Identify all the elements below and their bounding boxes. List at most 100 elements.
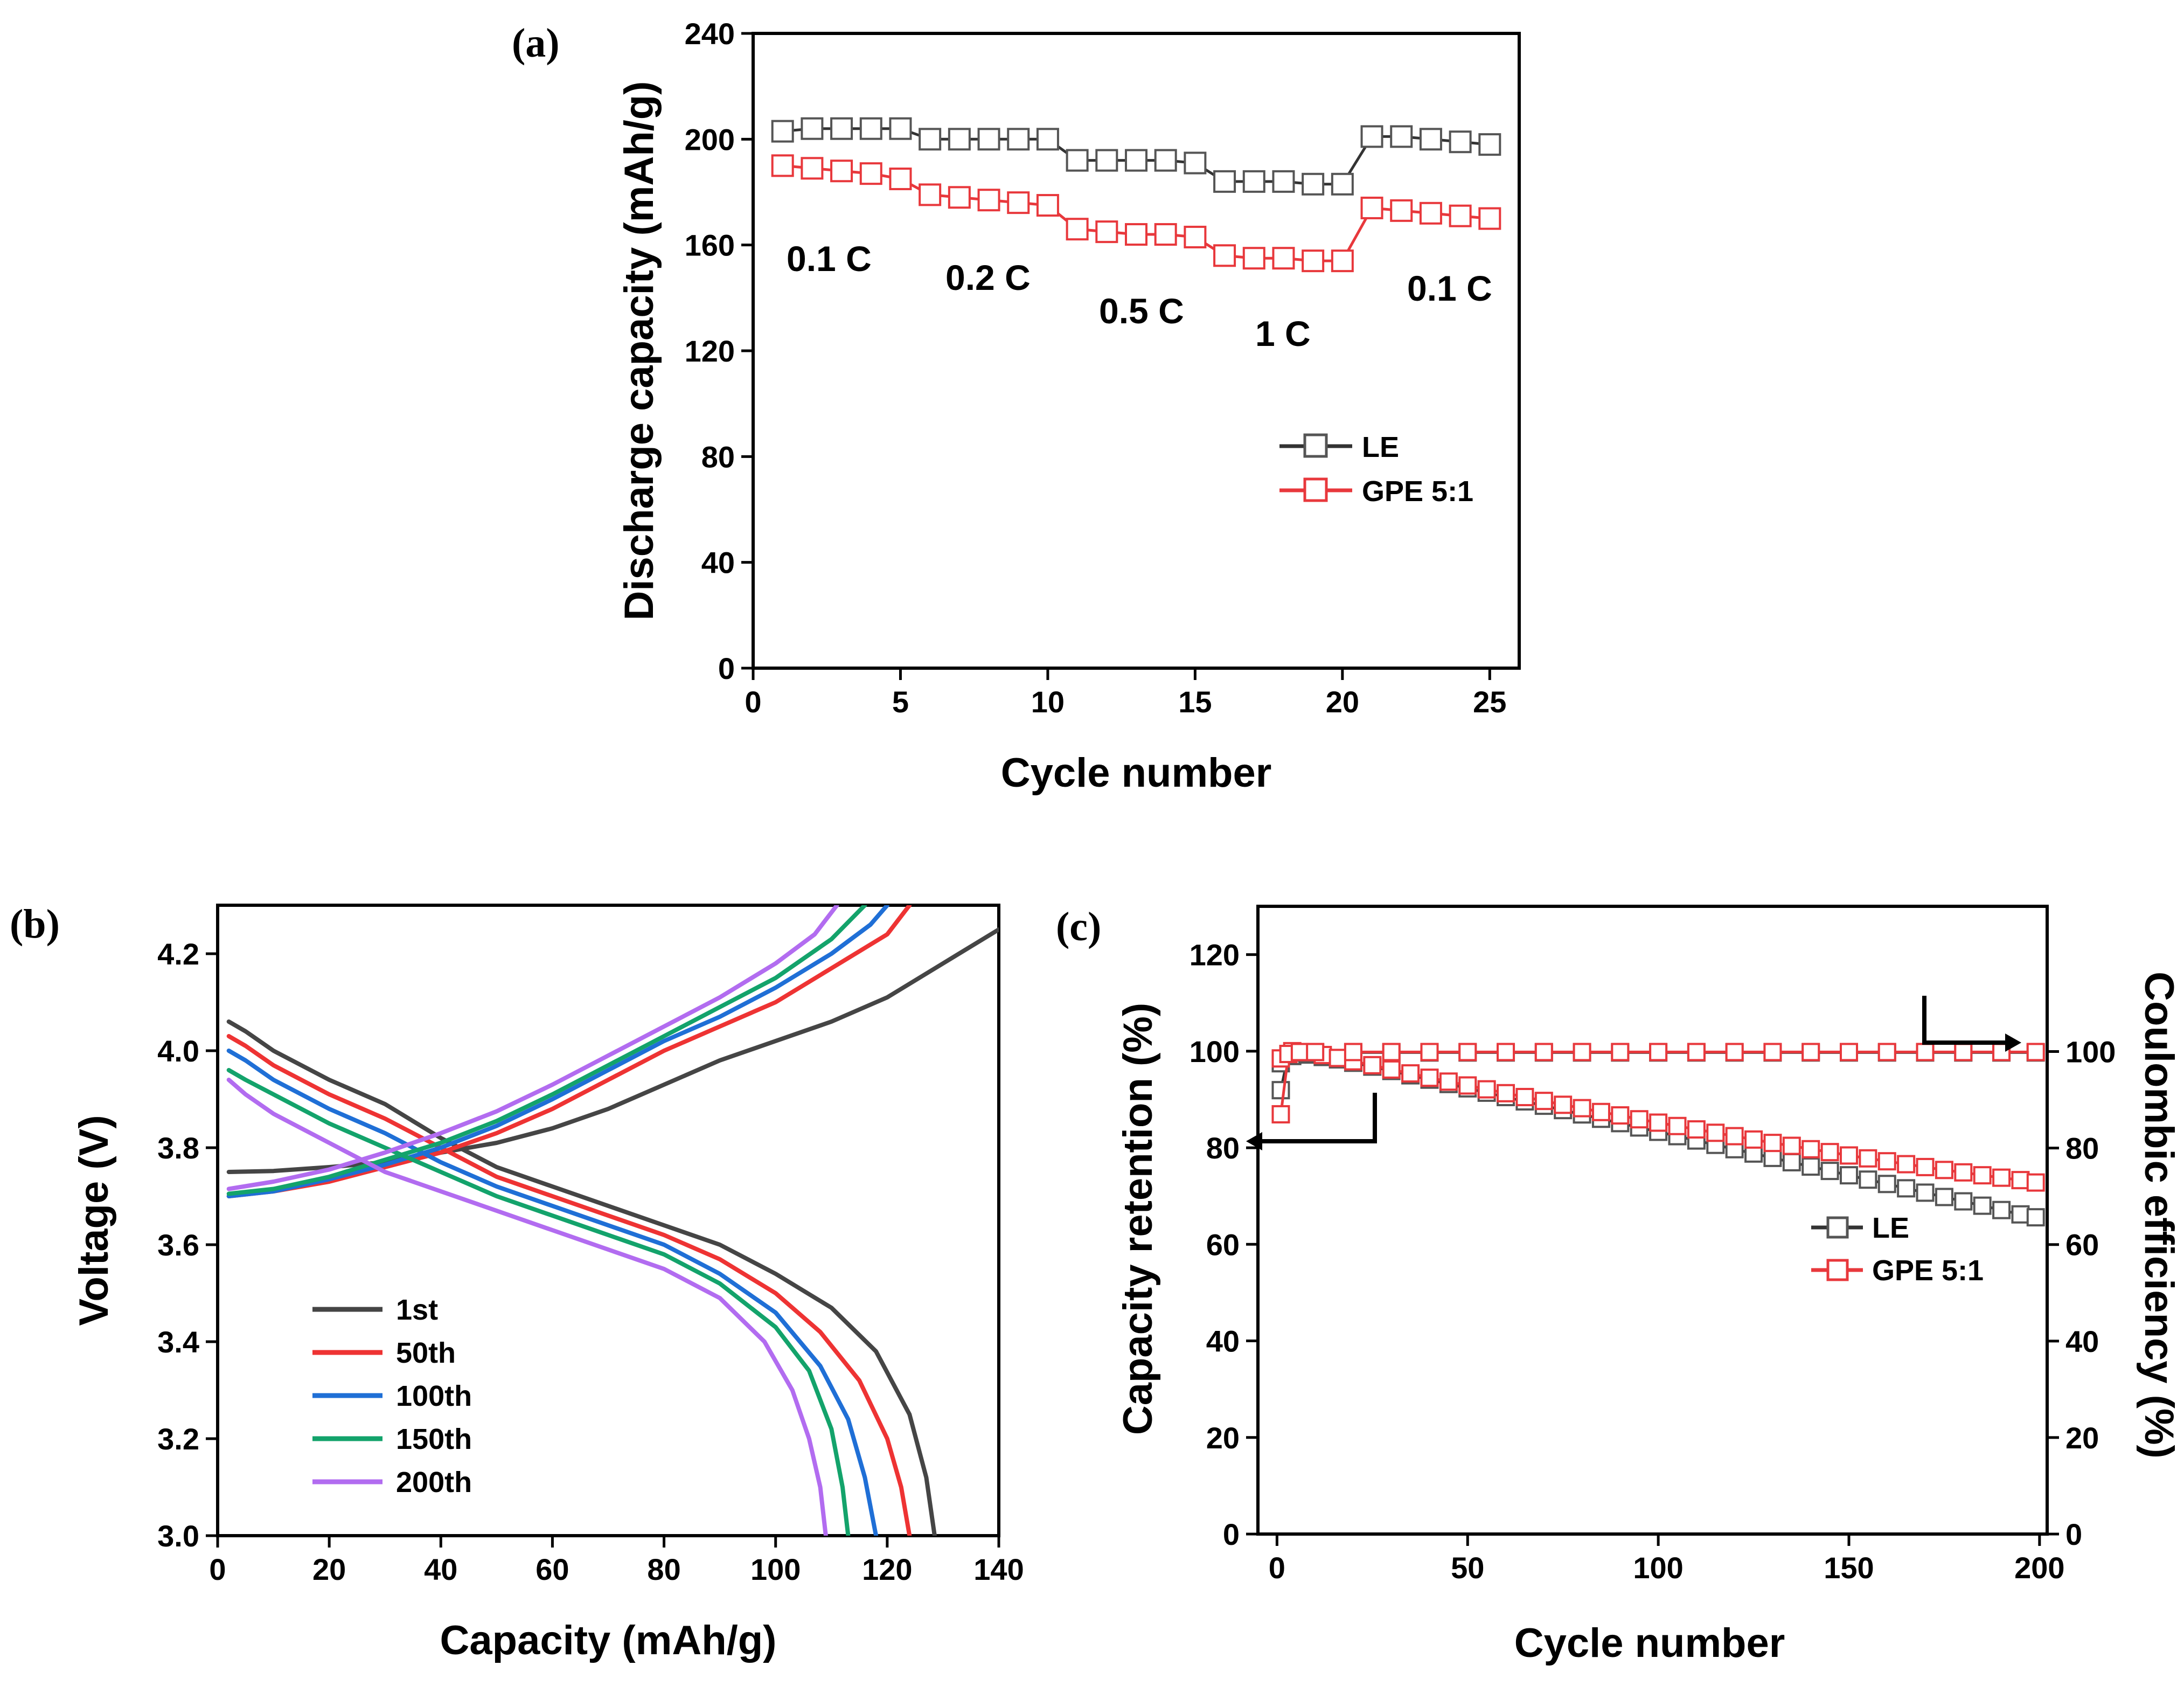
data-point-gpe-a bbox=[889, 167, 912, 190]
y2-tick-label: 100 bbox=[2065, 1035, 2116, 1069]
x-tick-label: 20 bbox=[312, 1552, 346, 1586]
retention-point-gpe bbox=[1477, 1080, 1496, 1099]
coulombic-point-le bbox=[1271, 1081, 1290, 1100]
retention-point-le bbox=[1935, 1188, 1953, 1206]
series-line-gpe-a bbox=[782, 164, 1490, 262]
legend-label-le-a: LE bbox=[1362, 431, 1399, 463]
data-point-le-a bbox=[1419, 128, 1442, 151]
retention-point-gpe bbox=[1763, 1134, 1782, 1153]
coulombic-point-gpe bbox=[1763, 1043, 1782, 1061]
panel-label-c: (c) bbox=[1056, 904, 1101, 949]
retention-point-gpe bbox=[1534, 1092, 1553, 1111]
legend-label-200th: 200th bbox=[396, 1466, 472, 1498]
coulombic-point-gpe bbox=[1534, 1043, 1553, 1061]
coulombic-point-gpe bbox=[1458, 1043, 1477, 1061]
x-axis-label-a: Cycle number bbox=[1001, 750, 1272, 796]
data-point-le-a bbox=[1066, 149, 1089, 172]
retention-point-le bbox=[1859, 1170, 1877, 1189]
coulombic-point-gpe bbox=[1344, 1043, 1362, 1061]
arrow-left-head bbox=[1246, 1132, 1262, 1150]
coulombic-point-gpe bbox=[1725, 1043, 1744, 1061]
retention-point-le bbox=[1839, 1166, 1858, 1185]
x-tick-label: 120 bbox=[862, 1552, 912, 1586]
retention-point-gpe bbox=[1329, 1049, 1347, 1067]
y-tick-label: 80 bbox=[1206, 1131, 1240, 1165]
x-tick-label: 50 bbox=[1451, 1551, 1484, 1585]
coulombic-point-gpe bbox=[1573, 1043, 1591, 1061]
legend-a: LE GPE 5:1 bbox=[1279, 431, 1473, 508]
data-point-le-a bbox=[1331, 172, 1354, 196]
data-point-le-a bbox=[801, 117, 824, 140]
coulombic-point-gpe bbox=[1649, 1043, 1668, 1061]
retention-point-gpe bbox=[1497, 1084, 1515, 1102]
retention-point-le bbox=[1763, 1148, 1782, 1167]
data-point-le-a bbox=[919, 128, 942, 151]
data-point-le-a bbox=[1302, 172, 1325, 196]
data-point-gpe-a bbox=[1478, 207, 1501, 230]
data-point-gpe-a bbox=[801, 157, 824, 180]
retention-point-gpe bbox=[1573, 1099, 1591, 1118]
retention-point-gpe bbox=[1668, 1116, 1687, 1135]
retention-point-le bbox=[2011, 1205, 2030, 1224]
data-point-le-a bbox=[830, 117, 853, 140]
retention-point-le bbox=[1916, 1183, 1935, 1202]
retention-point-le bbox=[1973, 1196, 1992, 1215]
x-tick-label: 100 bbox=[1633, 1551, 1683, 1585]
y-tick-label: 40 bbox=[1206, 1324, 1240, 1358]
curve-50th-charge bbox=[226, 905, 912, 1198]
data-point-le-a bbox=[859, 117, 882, 140]
retention-point-gpe bbox=[1687, 1120, 1706, 1139]
retention-point-gpe bbox=[1839, 1146, 1858, 1165]
data-point-gpe-a bbox=[1419, 202, 1442, 225]
y-tick-label: 3.0 bbox=[157, 1519, 199, 1553]
retention-point-le bbox=[1897, 1179, 1916, 1198]
retention-point-gpe bbox=[1954, 1163, 1973, 1182]
curve-200th-charge bbox=[226, 905, 839, 1191]
coulombic-point-gpe bbox=[1954, 1043, 1973, 1061]
coulombic-point-gpe bbox=[1687, 1043, 1706, 1061]
y2-tick-label: 0 bbox=[2065, 1517, 2082, 1551]
retention-point-le bbox=[1802, 1157, 1820, 1176]
retention-point-gpe bbox=[1820, 1143, 1839, 1162]
legend-marker-le-c bbox=[1826, 1216, 1849, 1239]
x-axis-label-b: Capacity (mAh/g) bbox=[440, 1618, 777, 1663]
legend-label-100th: 100th bbox=[396, 1380, 472, 1412]
y-tick-label: 80 bbox=[701, 440, 735, 474]
coulombic-point-gpe bbox=[1916, 1043, 1935, 1061]
coulombic-point-gpe bbox=[1839, 1043, 1858, 1061]
data-point-gpe-a bbox=[1036, 194, 1059, 217]
retention-point-gpe bbox=[1649, 1113, 1668, 1132]
retention-point-gpe bbox=[1973, 1166, 1992, 1185]
data-point-le-a bbox=[948, 128, 971, 151]
retention-point-gpe bbox=[1782, 1136, 1801, 1155]
data-point-le-a bbox=[771, 120, 794, 143]
data-point-le-a bbox=[1125, 149, 1147, 172]
x-tick-label: 5 bbox=[892, 685, 909, 719]
y-axis-label-b: Voltage (V) bbox=[71, 1115, 117, 1326]
y2-tick-label: 80 bbox=[2065, 1132, 2099, 1165]
data-point-le-a bbox=[1036, 128, 1059, 151]
x-tick-label: 0 bbox=[1269, 1551, 1285, 1585]
series-group-b bbox=[226, 905, 999, 1536]
retention-point-gpe bbox=[1401, 1064, 1420, 1083]
rate-label-1: 0.1 C bbox=[787, 239, 872, 279]
y-tick-label: 40 bbox=[701, 546, 735, 580]
coulombic-point-gpe bbox=[1271, 1105, 1290, 1123]
coulombic-point-gpe bbox=[1290, 1043, 1309, 1061]
data-point-gpe-a bbox=[1390, 199, 1413, 222]
retention-point-gpe bbox=[1992, 1168, 2011, 1187]
curve-200th-discharge bbox=[226, 1078, 828, 1536]
axis-arrows-c bbox=[1246, 996, 2021, 1150]
y-tick-label: 0 bbox=[1223, 1517, 1240, 1551]
x-tick-label: 100 bbox=[750, 1552, 801, 1586]
arrow-right-to-ce-axis bbox=[1922, 996, 2009, 1045]
legend-label-le-c: LE bbox=[1872, 1212, 1909, 1244]
data-point-le-a bbox=[1154, 149, 1177, 172]
y-tick-label: 60 bbox=[1206, 1227, 1240, 1261]
x-tick-label: 140 bbox=[973, 1552, 1024, 1586]
retention-point-gpe bbox=[1420, 1069, 1439, 1087]
retention-point-gpe bbox=[1382, 1060, 1401, 1079]
retention-point-le bbox=[1877, 1175, 1896, 1194]
coulombic-point-gpe bbox=[1877, 1043, 1896, 1061]
retention-point-le bbox=[1992, 1201, 2011, 1219]
